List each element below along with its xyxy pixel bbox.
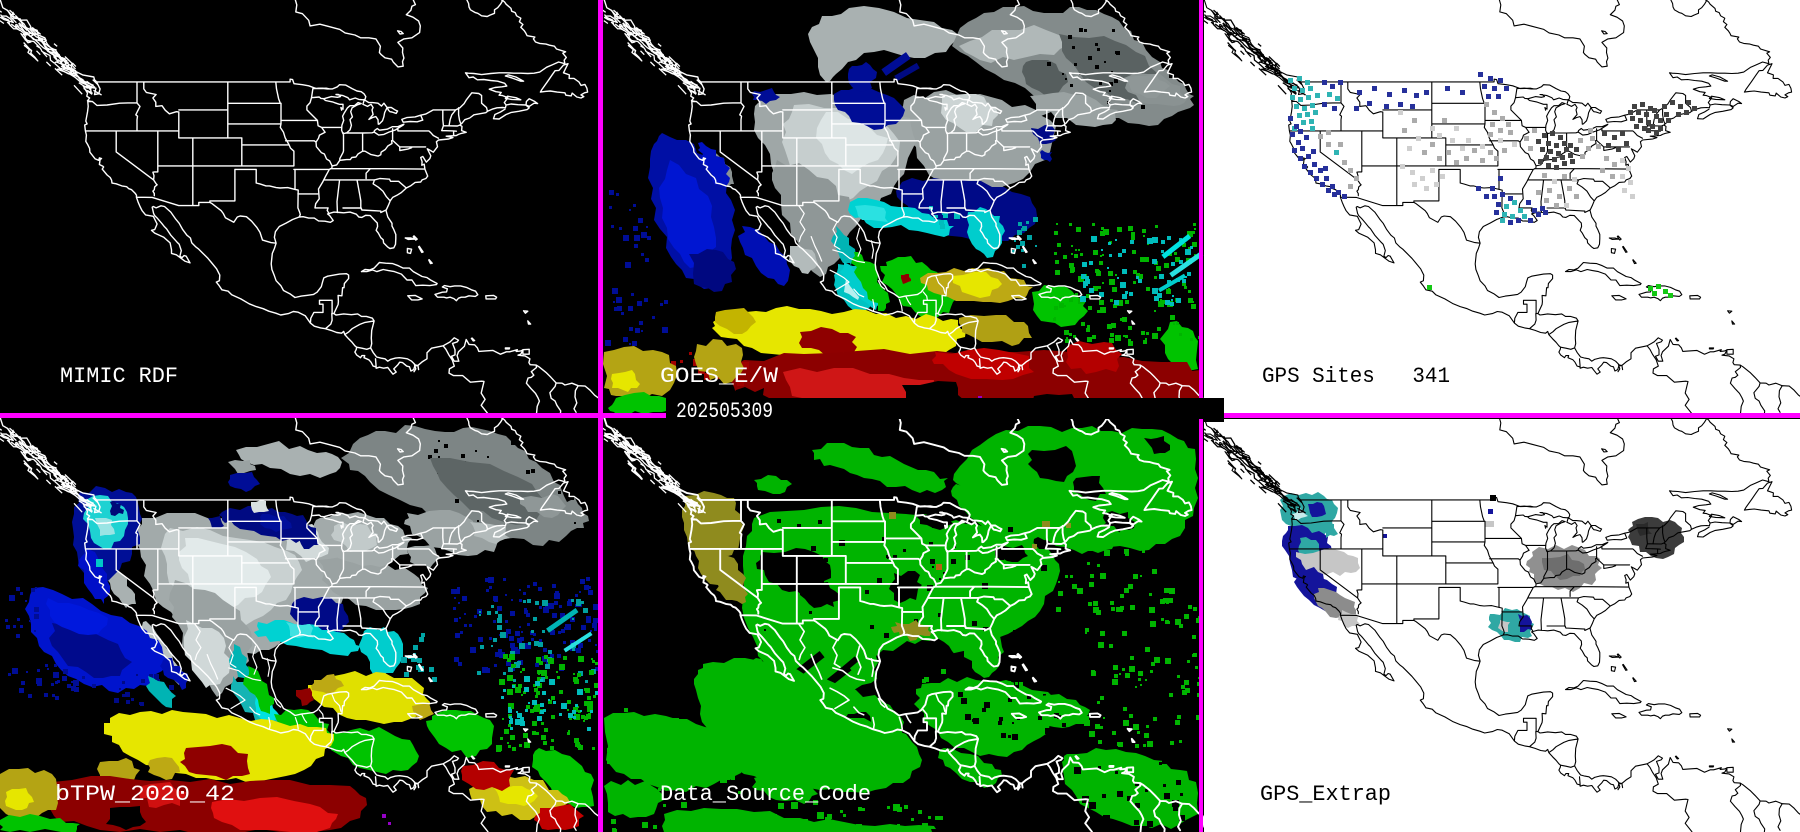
svg-text:bTPW_2020_42: bTPW_2020_42 [55,782,235,807]
svg-text:GOES_E/W: GOES_E/W [660,364,779,389]
svg-text:MIMIC RDF: MIMIC RDF [60,364,178,389]
svg-text:Data_Source_Code: Data_Source_Code [660,782,871,807]
svg-text:GPS_Extrap: GPS_Extrap [1260,782,1391,807]
svg-text:GPS Sites 341: GPS Sites 341 [1262,364,1450,389]
svg-text:202505309: 202505309 [676,399,773,424]
